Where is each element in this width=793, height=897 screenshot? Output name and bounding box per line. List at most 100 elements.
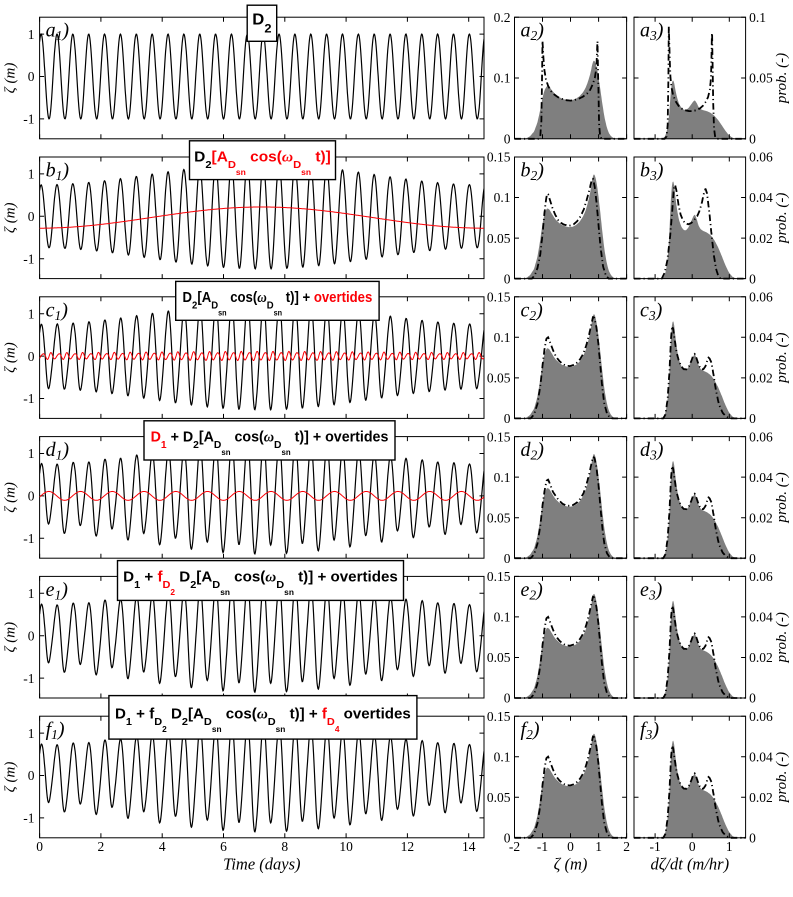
svg-text:c2): c2) [521,299,544,323]
svg-text:e3): e3) [640,579,663,603]
svg-text:0.02: 0.02 [749,790,773,805]
svg-text:0.1: 0.1 [749,10,766,25]
svg-text:0.06: 0.06 [749,290,773,305]
svg-text:D2[ADsn cos(ωDsn t)] + overtid: D2[ADsn cos(ωDsn t)] + overtides [183,288,373,317]
svg-text:a2): a2) [521,20,545,44]
svg-text:-1: -1 [23,391,34,406]
svg-text:0.1: 0.1 [494,190,511,205]
svg-text:ζ (m): ζ (m) [3,762,19,793]
svg-text:0.04: 0.04 [749,749,773,764]
svg-text:dζ/dt (m/hr): dζ/dt (m/hr) [650,854,729,873]
svg-text:-1: -1 [649,839,660,854]
svg-text:0.04: 0.04 [749,470,773,485]
svg-text:0: 0 [749,271,756,286]
svg-text:2: 2 [98,839,105,854]
svg-text:0.15: 0.15 [487,709,511,724]
svg-text:D2[ADsn cos(ωDsn t)]: D2[ADsn cos(ωDsn t)] [194,149,331,177]
svg-text:b1): b1) [46,160,70,184]
svg-text:0.05: 0.05 [487,231,511,246]
svg-text:prob. (-): prob. (-) [774,472,790,523]
svg-text:0.05: 0.05 [487,371,511,386]
svg-text:0.06: 0.06 [749,429,773,444]
svg-text:c1): c1) [46,299,69,323]
svg-text:c3): c3) [640,299,663,323]
svg-text:0: 0 [689,839,696,854]
svg-text:0.04: 0.04 [749,330,773,345]
svg-text:1: 1 [28,306,35,321]
svg-text:ζ (m): ζ (m) [3,63,19,94]
svg-text:a3): a3) [640,20,664,44]
svg-text:-1: -1 [23,112,34,127]
svg-text:0: 0 [749,132,756,147]
svg-text:6: 6 [220,839,227,854]
svg-text:-1: -1 [537,839,548,854]
svg-text:0.06: 0.06 [749,569,773,584]
svg-text:0.1: 0.1 [494,470,511,485]
svg-text:0: 0 [504,271,511,286]
svg-text:d1): d1) [46,439,70,463]
svg-text:0.15: 0.15 [487,290,511,305]
svg-text:ζ (m): ζ (m) [3,342,19,373]
svg-text:b2): b2) [521,160,545,184]
svg-text:0: 0 [504,691,511,706]
svg-text:-1: -1 [23,811,34,826]
svg-text:f2): f2) [521,719,540,743]
svg-text:d3): d3) [640,439,664,463]
svg-text:0: 0 [28,628,35,643]
svg-text:1: 1 [28,27,35,42]
svg-text:0: 0 [504,831,511,846]
svg-text:prob. (-): prob. (-) [774,332,790,383]
svg-text:D1 + D2[ADsn cos(ωDsn t)] + ov: D1 + D2[ADsn cos(ωDsn t)] + overtides [151,429,389,457]
svg-text:0: 0 [28,69,35,84]
svg-text:ζ (m): ζ (m) [554,854,588,873]
svg-text:-2: -2 [509,839,520,854]
svg-text:1: 1 [595,839,602,854]
svg-text:d2): d2) [521,439,545,463]
svg-text:0.02: 0.02 [749,650,773,665]
svg-text:0.02: 0.02 [749,510,773,525]
svg-text:1: 1 [28,586,35,601]
svg-text:0: 0 [504,411,511,426]
svg-text:0: 0 [36,839,43,854]
svg-text:0.1: 0.1 [494,749,511,764]
svg-text:e2): e2) [521,579,544,603]
svg-text:0.15: 0.15 [487,429,511,444]
svg-text:0.05: 0.05 [487,790,511,805]
svg-text:0: 0 [28,768,35,783]
svg-text:-1: -1 [23,251,34,266]
svg-text:0.05: 0.05 [749,71,773,86]
svg-text:12: 12 [401,839,415,854]
svg-text:1: 1 [28,167,35,182]
svg-text:4: 4 [159,839,166,854]
svg-text:0: 0 [749,831,756,846]
svg-text:0.06: 0.06 [749,709,773,724]
svg-text:1: 1 [28,446,35,461]
svg-text:D1 + fD2 D2[ADsn cos(ωDsn t)]: D1 + fD2 D2[ADsn cos(ωDsn t)] + overtide… [123,570,398,597]
svg-text:0: 0 [28,489,35,504]
svg-text:prob. (-): prob. (-) [774,53,790,104]
svg-text:0: 0 [28,209,35,224]
svg-text:0: 0 [28,349,35,364]
svg-text:-1: -1 [23,531,34,546]
svg-text:0: 0 [504,132,511,147]
svg-text:0: 0 [749,691,756,706]
svg-text:0.06: 0.06 [749,150,773,165]
svg-text:prob. (-): prob. (-) [774,752,790,803]
svg-text:8: 8 [281,839,288,854]
svg-text:1: 1 [28,726,35,741]
svg-text:ζ (m): ζ (m) [3,622,19,653]
svg-text:10: 10 [339,839,353,854]
svg-text:ζ (m): ζ (m) [3,482,19,513]
svg-text:-1: -1 [23,671,34,686]
svg-text:14: 14 [462,839,476,854]
svg-text:0.1: 0.1 [494,71,511,86]
svg-text:a1): a1) [46,20,70,44]
svg-text:D1 + fD2 D2[ADsn cos(ωDsn t)]: D1 + fD2 D2[ADsn cos(ωDsn t)] + fD4 over… [115,707,411,734]
svg-text:Time (days): Time (days) [223,854,300,873]
svg-text:f1): f1) [46,719,65,743]
svg-text:prob. (-): prob. (-) [774,612,790,663]
svg-text:D2: D2 [252,11,271,35]
svg-text:0.04: 0.04 [749,190,773,205]
svg-text:0.15: 0.15 [487,569,511,584]
svg-text:1: 1 [726,839,733,854]
